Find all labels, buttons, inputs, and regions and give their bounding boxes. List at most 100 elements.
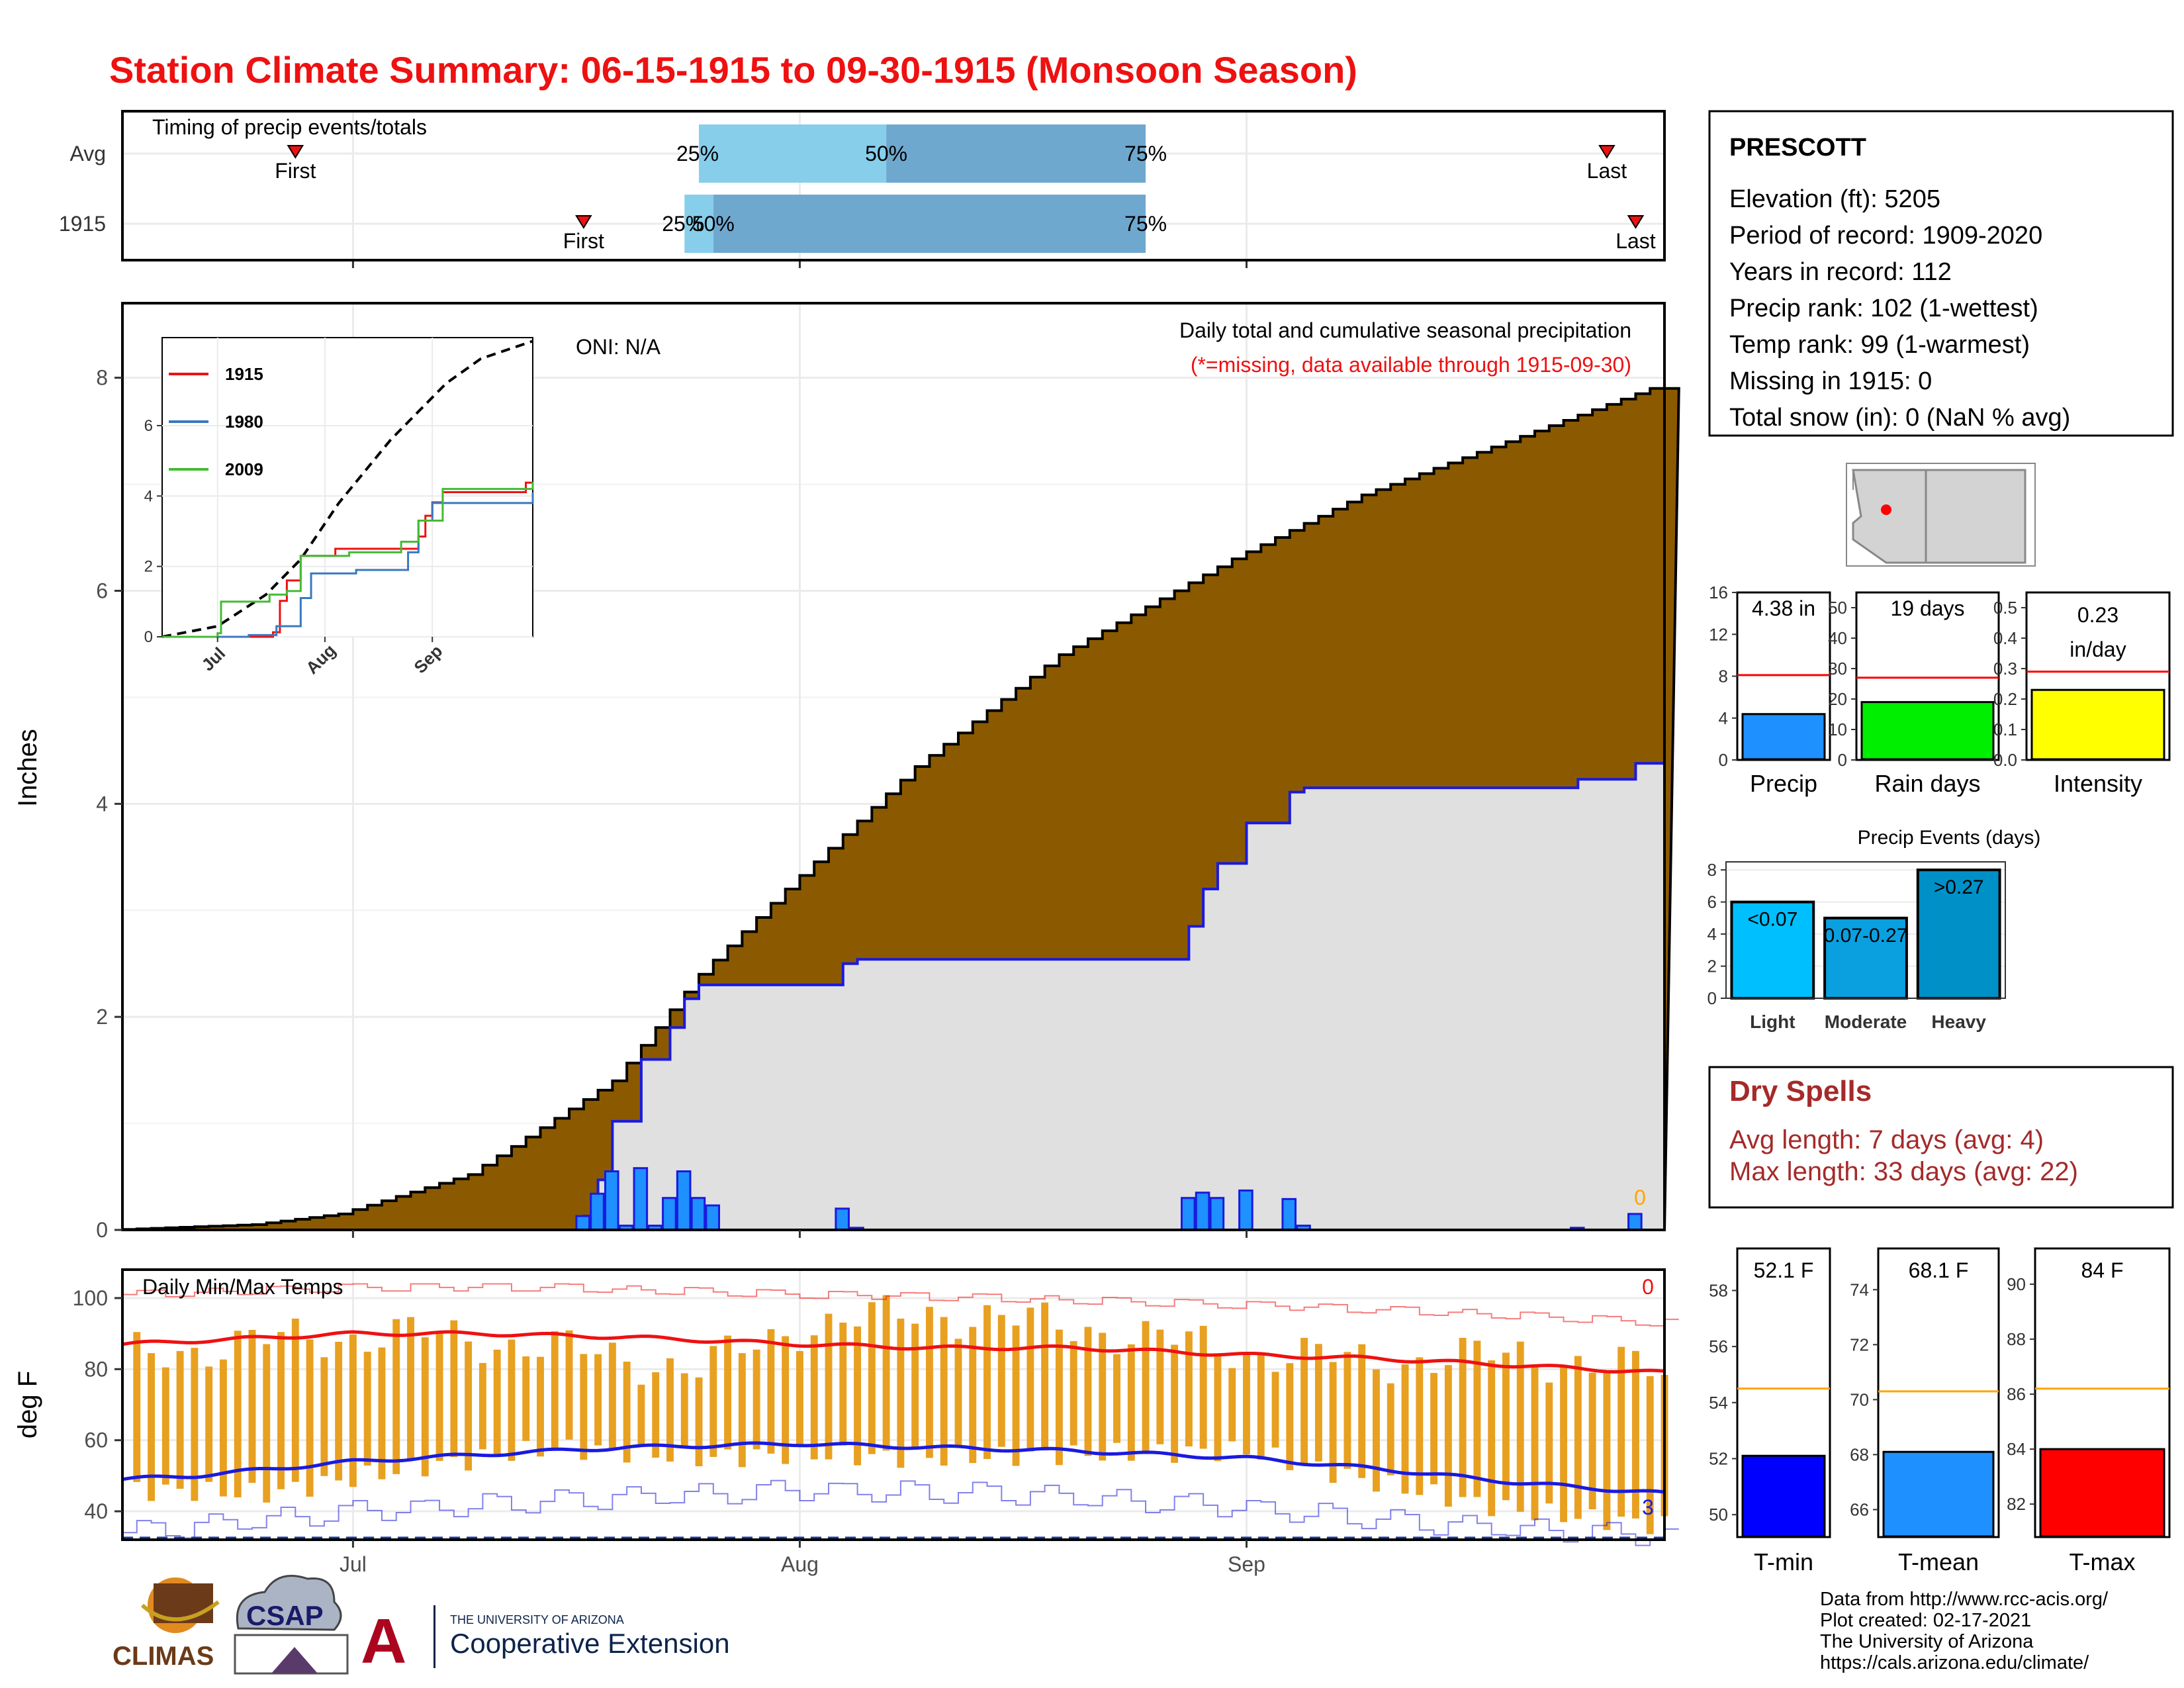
temp-summary-y-tick-label: 68 <box>1850 1444 1869 1464</box>
events-y-tick-label: 8 <box>1707 860 1717 880</box>
station-line: Precip rank: 102 (1-wettest) <box>1729 295 2038 322</box>
precip-event-bar-label: >0.27 <box>1934 876 1984 898</box>
ua-university-name: THE UNIVERSITY OF ARIZONA <box>450 1613 624 1626</box>
temp-summary-t-min: 52.1 F 50 52 54 56 58 T-min <box>1709 1247 1831 1575</box>
temp-daily-bar <box>176 1350 184 1489</box>
mini-bar-y-tick-label: 0 <box>1838 750 1847 770</box>
timing-first-label: First <box>275 159 316 183</box>
inset-gridlines <box>162 338 533 637</box>
temp-daily-bar <box>263 1344 271 1503</box>
record-high-count: 0 <box>1642 1275 1654 1299</box>
mini-bar-value <box>2030 688 2165 761</box>
inset-legend-label: 1980 <box>225 412 263 432</box>
station-line: Temp rank: 99 (1-warmest) <box>1729 331 2030 359</box>
temp-summary-value-label: 52.1 F <box>1754 1258 1814 1282</box>
timing-p50-label: 50% <box>692 212 735 236</box>
temp-daily-bar <box>1171 1344 1179 1463</box>
locator-map <box>1846 463 2036 567</box>
station-line: Total snow (in): 0 (NaN % avg) <box>1729 404 2070 432</box>
temp-summary-value-bar <box>1741 1454 1826 1538</box>
temp-daily-bar <box>767 1329 775 1454</box>
temp-daily-bar <box>1373 1369 1380 1492</box>
date-x-tick-label: Jul <box>340 1552 367 1576</box>
temp-daily-bar <box>161 1367 169 1485</box>
temp-daily-bar <box>1199 1325 1207 1449</box>
temp-daily-bar <box>1127 1344 1135 1461</box>
station-info-box: PRESCOTT Elevation (ft): 5205 Period of … <box>1708 110 2174 437</box>
ua-cooperative-extension: Cooperative Extension <box>450 1628 730 1659</box>
temp-daily-bar <box>1516 1341 1524 1512</box>
temp-summary-value-label: 68.1 F <box>1909 1258 1969 1282</box>
normal-tmax-line <box>122 1330 1665 1374</box>
mini-bar-y-tick-label: 0 <box>1719 750 1728 770</box>
station-name: PRESCOTT <box>1729 134 1866 162</box>
temp-summary-category-label: T-mean <box>1898 1548 1979 1575</box>
daily-precip-bar <box>662 1197 677 1231</box>
temp-y-tick-label: 60 <box>84 1429 108 1452</box>
station-line: Years in record: 112 <box>1729 258 1952 286</box>
timing-last-label: Last <box>1587 159 1627 183</box>
mini-bar-category-label: Precip <box>1750 770 1817 797</box>
temp-daily-bar <box>1257 1352 1265 1460</box>
daily-precip-bar <box>575 1215 591 1231</box>
daily-precip-bar <box>1209 1197 1225 1231</box>
ua-logo: A THE UNIVERSITY OF ARIZONA Cooperative … <box>361 1605 730 1677</box>
mini-bar-y-tick-label: 0.0 <box>1993 750 2017 770</box>
events-y-tick-label: 4 <box>1707 924 1717 944</box>
temp-daily-bar <box>378 1347 386 1479</box>
temp-daily-bar <box>522 1356 530 1441</box>
temp-summary-y-tick-label: 70 <box>1850 1389 1869 1409</box>
main-y-tick-label: 8 <box>96 366 108 390</box>
temp-daily-bar <box>580 1354 588 1460</box>
temp-summary-y-tick-label: 86 <box>2007 1384 2026 1404</box>
temp-daily-bar <box>1069 1340 1077 1446</box>
main-y-tick-label: 2 <box>96 1005 108 1029</box>
temp-daily-bar <box>335 1341 343 1481</box>
temp-daily-bar <box>407 1317 414 1460</box>
temp-daily-bar <box>810 1335 818 1460</box>
inset-series-line-2009 <box>162 482 534 638</box>
temp-daily-bar <box>825 1313 833 1460</box>
temp-y-tick-label: 100 <box>73 1286 108 1310</box>
timing-p50-label: 50% <box>865 142 907 165</box>
cumulative-1915-area <box>122 762 1666 1231</box>
temp-daily-bar <box>969 1327 977 1464</box>
temp-daily-bar <box>1401 1364 1409 1494</box>
temp-daily-bar <box>1430 1373 1438 1485</box>
temp-daily-bar <box>1012 1325 1020 1466</box>
dry-spells-title: Dry Spells <box>1729 1075 1872 1107</box>
mini-bar-y-tick-label: 0.3 <box>1993 659 2017 679</box>
temp-daily-bar <box>1574 1356 1582 1519</box>
climas-emblem-swoosh <box>140 1600 220 1622</box>
mini-bar-y-tick-label: 4 <box>1719 708 1728 728</box>
state-shape-neighbor <box>1852 471 1927 563</box>
temp-y-axis: 40 60 80 100 <box>73 1286 122 1523</box>
mini-bar-category-label: Rain days <box>1874 770 1980 797</box>
record-low-line <box>122 1479 1679 1546</box>
timing-bar-25-50 <box>699 124 887 183</box>
temp-daily-bar <box>608 1342 616 1448</box>
mini-bar-y-tick-label: 30 <box>1828 659 1847 679</box>
temp-daily-bar <box>219 1359 227 1497</box>
main-y-label: Inches <box>13 729 42 807</box>
temp-summary-value-label: 84 F <box>2081 1258 2123 1282</box>
temp-daily-bar <box>191 1348 199 1501</box>
temp-summary-y-tick-label: 56 <box>1709 1336 1728 1356</box>
precip-event-bar <box>1730 900 1815 1000</box>
events-plot-frame <box>1725 861 2006 999</box>
ua-a-icon: A <box>361 1606 406 1677</box>
mini-bar-y-tick-label: 8 <box>1719 667 1728 686</box>
main-plot-frame <box>121 302 1666 1231</box>
main-caption: Daily total and cumulative seasonal prec… <box>1179 318 1631 342</box>
mini-bar-value-label: 4.38 in <box>1752 596 1815 620</box>
temp-daily-bar <box>421 1337 429 1477</box>
precip-event-category: Heavy <box>1931 1011 1986 1032</box>
temp-daily-bar <box>306 1339 314 1497</box>
temp-daily-bar <box>1228 1368 1236 1442</box>
temp-summary-value-bar <box>2039 1448 2165 1538</box>
timing-bar-50-75 <box>713 195 1146 253</box>
record-low-count: 3 <box>1642 1495 1654 1519</box>
inset-y-tick-label: 4 <box>144 487 153 505</box>
temp-daily-bar <box>450 1320 458 1458</box>
